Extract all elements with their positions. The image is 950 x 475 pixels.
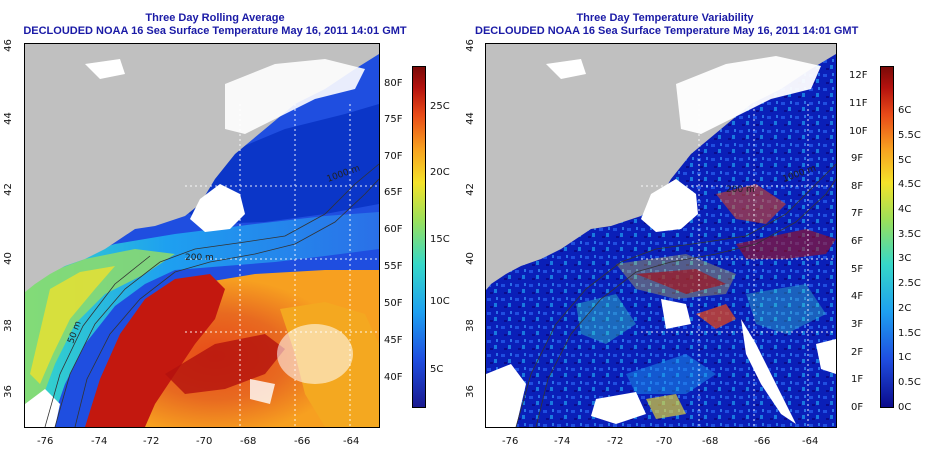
left-lat-40: 40 — [2, 252, 14, 265]
right-lat-42: 42 — [464, 183, 476, 196]
left-map[interactable]: 1000 m 200 m 50 m — [24, 43, 380, 428]
right-cb-c-15: 1.5C — [898, 328, 921, 339]
left-cb-f-45: 45F — [384, 335, 403, 346]
left-map-svg: 1000 m 200 m 50 m — [25, 44, 379, 427]
left-lat-38: 38 — [2, 319, 14, 332]
right-subtitle: DECLOUDED NOAA 16 Sea Surface Temperatur… — [475, 25, 859, 37]
right-cb-f-12: 12F — [849, 70, 868, 81]
right-cb-f-9: 9F — [851, 153, 864, 164]
left-lon-66: -66 — [294, 436, 311, 447]
right-cb-f-2: 2F — [851, 347, 864, 358]
right-cb-f-8: 8F — [851, 181, 864, 192]
left-cb-f-60: 60F — [384, 224, 403, 235]
left-cb-f-70: 70F — [384, 151, 403, 162]
right-cb-c-3: 3C — [898, 253, 912, 264]
left-cb-f-65: 65F — [384, 187, 403, 198]
right-cb-c-4: 4C — [898, 204, 912, 215]
right-lat-44: 44 — [464, 112, 476, 125]
right-map[interactable]: 1000 m 200 m — [485, 43, 837, 428]
right-cb-c-6: 6C — [898, 105, 912, 116]
left-lon-70: -70 — [196, 436, 213, 447]
left-lat-36: 36 — [2, 385, 14, 398]
left-cb-c-5: 5C — [430, 364, 444, 375]
right-cb-f-4: 4F — [851, 291, 864, 302]
left-lat-44: 44 — [2, 112, 14, 125]
left-lon-72: -72 — [143, 436, 160, 447]
left-cb-c-25: 25C — [430, 101, 450, 112]
left-cb-f-75: 75F — [384, 114, 403, 125]
right-cb-f-10: 10F — [849, 126, 868, 137]
left-lon-74: -74 — [91, 436, 108, 447]
right-lat-40: 40 — [464, 252, 476, 265]
right-lon-68: -68 — [702, 436, 719, 447]
right-cb-f-3: 3F — [851, 319, 864, 330]
right-cb-c-25: 2.5C — [898, 278, 921, 289]
right-cb-f-5: 5F — [851, 264, 864, 275]
left-lat-42: 42 — [2, 183, 14, 196]
left-subtitle: DECLOUDED NOAA 16 Sea Surface Temperatur… — [23, 25, 407, 37]
right-cb-f-11: 11F — [849, 98, 868, 109]
right-cb-c-1: 1C — [898, 352, 912, 363]
right-lon-64: -64 — [802, 436, 819, 447]
right-cb-c-05: 0.5C — [898, 377, 921, 388]
right-lat-38: 38 — [464, 319, 476, 332]
right-cb-f-0: 0F — [851, 402, 864, 413]
right-cb-c-5: 5C — [898, 155, 912, 166]
right-lat-46: 46 — [464, 39, 476, 52]
left-cb-c-15: 15C — [430, 234, 450, 245]
right-lon-66: -66 — [754, 436, 771, 447]
right-lon-70: -70 — [656, 436, 673, 447]
left-contour-200: 200 m — [185, 253, 214, 263]
right-lon-74: -74 — [554, 436, 571, 447]
right-map-svg: 1000 m 200 m — [486, 44, 836, 427]
left-cb-c-10: 10C — [430, 296, 450, 307]
right-lon-76: -76 — [502, 436, 519, 447]
right-lat-36: 36 — [464, 385, 476, 398]
left-colorbar — [412, 66, 426, 408]
right-contour-200: 200 m — [726, 185, 755, 195]
left-lat-46: 46 — [2, 39, 14, 52]
right-colorbar — [880, 66, 894, 408]
right-cb-c-0: 0C — [898, 402, 912, 413]
left-title: Three Day Rolling Average — [145, 12, 285, 24]
right-cb-c-35: 3.5C — [898, 229, 921, 240]
left-cb-c-20: 20C — [430, 167, 450, 178]
left-cb-f-80: 80F — [384, 78, 403, 89]
left-lon-76: -76 — [37, 436, 54, 447]
left-lon-68: -68 — [240, 436, 257, 447]
right-lon-72: -72 — [607, 436, 624, 447]
right-title: Three Day Temperature Variability — [576, 12, 754, 24]
right-cb-f-1: 1F — [851, 374, 864, 385]
right-cb-c-2: 2C — [898, 303, 912, 314]
right-cb-c-45: 4.5C — [898, 179, 921, 190]
left-cb-f-50: 50F — [384, 298, 403, 309]
right-cb-f-7: 7F — [851, 208, 864, 219]
right-cb-c-55: 5.5C — [898, 130, 921, 141]
right-cb-f-6: 6F — [851, 236, 864, 247]
left-cb-f-55: 55F — [384, 261, 403, 272]
left-cb-f-40: 40F — [384, 372, 403, 383]
left-lon-64: -64 — [343, 436, 360, 447]
